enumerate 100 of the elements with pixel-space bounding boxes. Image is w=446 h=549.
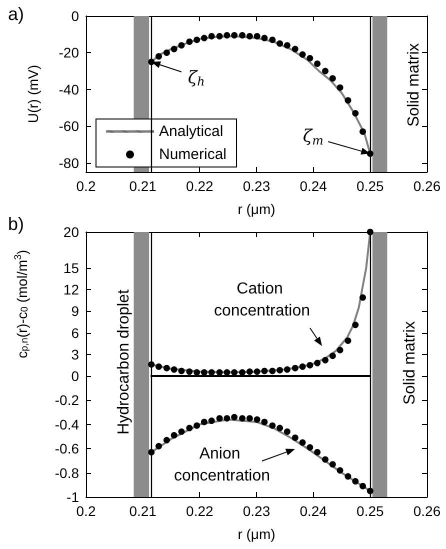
y-tick-label: -0.2 xyxy=(54,392,80,408)
point xyxy=(178,368,185,374)
point xyxy=(299,51,306,58)
point xyxy=(261,34,268,42)
point xyxy=(246,415,253,422)
point xyxy=(344,97,352,104)
point xyxy=(314,60,321,67)
point xyxy=(186,38,193,45)
x-tick-label: 0.21 xyxy=(129,503,157,519)
chart-title: b) xyxy=(8,214,24,234)
annotation: Solid matrix xyxy=(402,321,418,405)
point xyxy=(239,32,246,39)
point xyxy=(306,54,314,62)
point xyxy=(322,456,329,463)
point xyxy=(194,36,200,44)
point xyxy=(254,368,260,375)
point xyxy=(224,32,230,39)
legend-label: Analytical xyxy=(159,123,224,140)
point xyxy=(254,32,260,40)
annotation: Anion concentration xyxy=(174,446,270,484)
point xyxy=(352,110,359,117)
point xyxy=(269,422,276,429)
point xyxy=(314,448,321,456)
y-tick-label: -0.6 xyxy=(54,440,80,457)
x-tick-label: 0.21 xyxy=(129,178,157,194)
point xyxy=(284,42,290,49)
x-tick-label: 0.2 xyxy=(76,178,96,194)
point xyxy=(292,46,298,52)
point xyxy=(269,368,276,374)
point xyxy=(200,34,208,42)
point xyxy=(322,68,329,74)
point xyxy=(284,366,290,373)
point xyxy=(194,369,200,376)
annotation: Cation concentration xyxy=(214,280,310,320)
annotation: Solid matrix xyxy=(406,43,422,127)
x-tick-label: 0.26 xyxy=(413,503,441,519)
point xyxy=(163,436,170,444)
x-tick-label: 0.24 xyxy=(300,503,328,519)
point xyxy=(322,356,329,364)
x-tick-label: 0.24 xyxy=(300,178,328,194)
point xyxy=(344,473,352,480)
point xyxy=(208,32,215,40)
y-tick-label: -80 xyxy=(58,154,80,171)
point xyxy=(261,368,268,374)
point xyxy=(276,366,284,374)
x-tick-label: 0.25 xyxy=(356,503,384,519)
y-tick-label: 6 xyxy=(71,324,80,341)
point xyxy=(186,368,193,375)
point xyxy=(216,369,223,376)
point xyxy=(306,444,314,451)
chart-title: a) xyxy=(8,4,24,24)
point xyxy=(178,42,185,49)
point xyxy=(231,414,238,420)
y-tick-label: -20 xyxy=(58,44,80,61)
y-tick-label: -0.8 xyxy=(54,464,80,481)
x-tick-label: 0.25 xyxy=(356,178,384,194)
point xyxy=(224,415,230,422)
point xyxy=(170,46,178,52)
point xyxy=(261,418,268,426)
y-tick-label: 0 xyxy=(71,8,80,24)
point xyxy=(208,369,215,376)
point xyxy=(156,53,162,60)
point xyxy=(269,36,276,44)
point xyxy=(336,467,344,474)
point xyxy=(360,482,366,490)
y-tick-label: 20 xyxy=(63,224,80,240)
x-tick-label: 0.22 xyxy=(186,178,214,194)
y-tick-label: -60 xyxy=(58,118,80,134)
x-tick-label: 0.26 xyxy=(413,178,441,194)
point xyxy=(344,337,352,344)
point xyxy=(208,418,215,424)
point xyxy=(224,369,230,376)
point xyxy=(231,32,238,39)
y-tick-label: -40 xyxy=(58,81,80,98)
point xyxy=(194,422,200,429)
y-tick-label: 3 xyxy=(71,346,80,362)
y-tick-label: 12 xyxy=(63,282,80,298)
point xyxy=(246,32,253,40)
x-tick-label: 0.23 xyxy=(242,178,270,194)
point xyxy=(163,364,170,372)
point xyxy=(254,416,260,423)
point xyxy=(186,424,193,432)
point xyxy=(200,418,208,426)
y-tick-label: 15 xyxy=(63,260,80,276)
x-tick-label: 0.23 xyxy=(242,503,270,519)
point xyxy=(292,364,298,372)
x-tick-label: 0.2 xyxy=(76,503,96,519)
point xyxy=(163,49,170,56)
point xyxy=(170,366,178,373)
point xyxy=(246,368,253,375)
point xyxy=(170,432,178,439)
point xyxy=(360,294,366,301)
legend-label: Numerical xyxy=(159,146,227,163)
point xyxy=(276,424,284,432)
x-axis-title: r (μm) xyxy=(238,526,276,542)
point xyxy=(299,439,306,446)
point xyxy=(216,32,223,40)
point xyxy=(239,369,246,376)
point xyxy=(329,75,336,82)
point xyxy=(231,369,238,376)
